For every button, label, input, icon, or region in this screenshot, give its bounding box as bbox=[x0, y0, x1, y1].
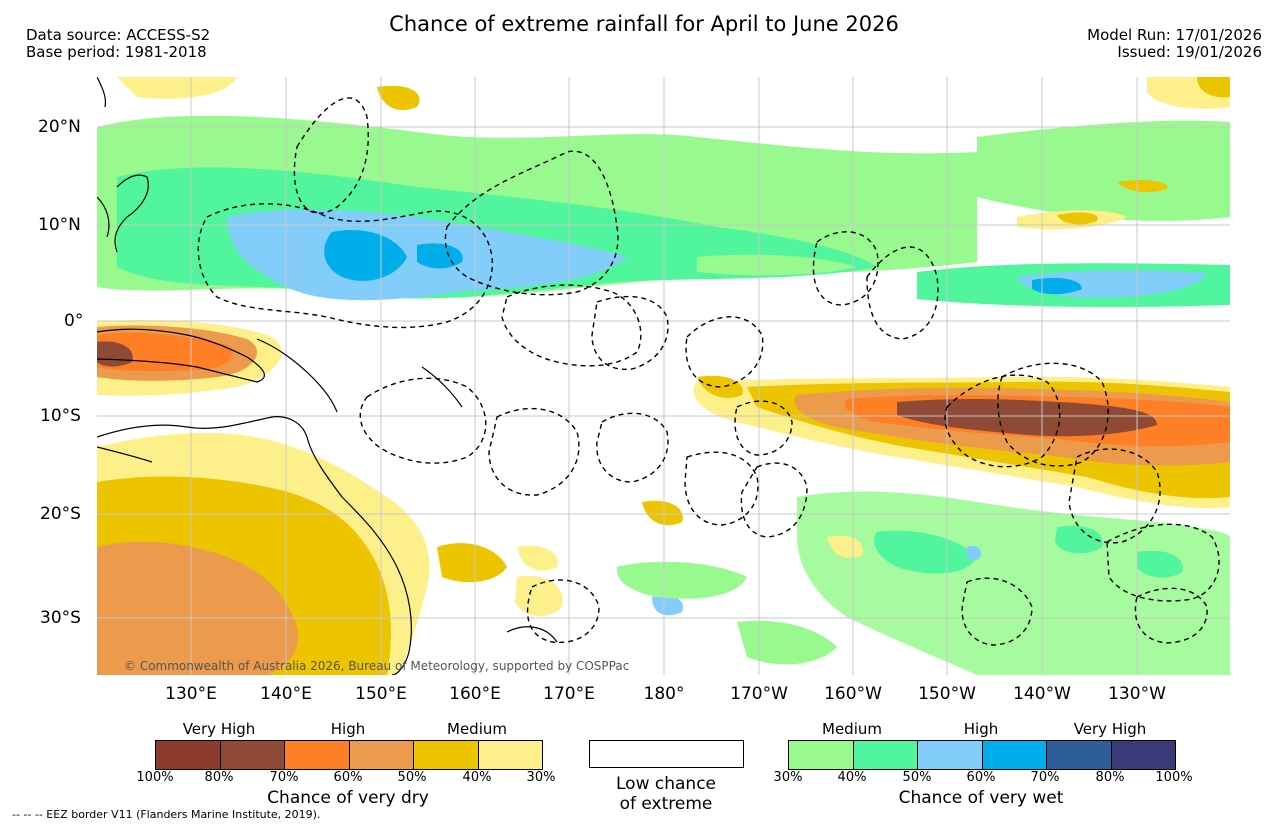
lon-label: 160°W bbox=[824, 684, 882, 704]
dry-swatch bbox=[348, 741, 413, 769]
dry-swatch bbox=[413, 741, 478, 769]
lat-label: 10°N bbox=[38, 215, 81, 235]
wet-tick: 40% bbox=[837, 770, 867, 785]
dry-category-label: Medium bbox=[447, 720, 507, 738]
map-title: Chance of extreme rainfall for April to … bbox=[389, 12, 899, 36]
lon-label: 140°W bbox=[1013, 684, 1071, 704]
source-info: Data source: ACCESS-S2 Base period: 1981… bbox=[26, 27, 210, 61]
wet-category-label: Medium bbox=[822, 720, 882, 738]
pacific-dry-patches bbox=[517, 375, 863, 571]
south-wet-patches bbox=[616, 491, 1230, 675]
australia-dry-region bbox=[97, 432, 563, 675]
wet-tick: 80% bbox=[1095, 770, 1125, 785]
wet-category-label: Very High bbox=[1073, 720, 1147, 738]
png-dry-region bbox=[97, 320, 282, 396]
wet-category-label: High bbox=[963, 720, 999, 738]
dry-tick: 70% bbox=[269, 770, 299, 785]
wet-caption: Chance of very wet bbox=[898, 788, 1064, 808]
dry-caption: Chance of very dry bbox=[267, 788, 429, 808]
low-chance-caption: Low chance of extreme bbox=[616, 774, 716, 814]
model-run: Model Run: 17/01/2026 bbox=[1087, 26, 1262, 44]
wet-swatch bbox=[789, 741, 853, 769]
lon-label: 170°E bbox=[543, 684, 595, 704]
lon-label: 160°E bbox=[449, 684, 501, 704]
dry-tick: 50% bbox=[397, 770, 427, 785]
dry-swatch bbox=[219, 741, 284, 769]
east-wet-band bbox=[697, 254, 1230, 307]
dry-tick: 30% bbox=[526, 770, 556, 785]
run-info: Model Run: 17/01/2026 Issued: 19/01/2026 bbox=[1087, 27, 1262, 61]
lon-label: 140°E bbox=[260, 684, 312, 704]
wet-tick: 70% bbox=[1030, 770, 1060, 785]
north-wet-band bbox=[97, 115, 1230, 301]
lat-label: 20°N bbox=[38, 117, 81, 137]
copyright-notice: © Commonwealth of Australia 2026, Bureau… bbox=[124, 659, 630, 673]
east-south-dry-band bbox=[693, 376, 1230, 508]
dry-tick: 60% bbox=[333, 770, 363, 785]
eez-borders bbox=[197, 97, 1220, 646]
lon-label: 170°W bbox=[730, 684, 788, 704]
lat-label: 20°S bbox=[40, 504, 81, 524]
wet-colorbar bbox=[788, 740, 1176, 770]
issued-date: Issued: 19/01/2026 bbox=[1117, 43, 1262, 61]
coastlines bbox=[97, 77, 558, 675]
dry-category-label: Very High bbox=[182, 720, 256, 738]
dry-category-label: High bbox=[330, 720, 366, 738]
wet-tick: 50% bbox=[902, 770, 932, 785]
data-source: Data source: ACCESS-S2 bbox=[26, 26, 211, 44]
wet-tick: 60% bbox=[966, 770, 996, 785]
dry-tick: 80% bbox=[204, 770, 234, 785]
lon-label: 180° bbox=[643, 684, 685, 704]
lon-label: 130°W bbox=[1108, 684, 1166, 704]
low-chance-line1: Low chance bbox=[616, 774, 716, 794]
dry-swatch bbox=[284, 741, 349, 769]
wet-swatch bbox=[981, 741, 1046, 769]
low-chance-swatch bbox=[589, 740, 744, 768]
dry-tick: 100% bbox=[136, 770, 174, 785]
map-graticule bbox=[97, 77, 1230, 675]
wet-swatch bbox=[1046, 741, 1111, 769]
rainfall-map bbox=[97, 77, 1230, 675]
lat-label: 0° bbox=[64, 311, 84, 331]
dry-swatch bbox=[156, 741, 220, 769]
dry-swatch bbox=[477, 741, 542, 769]
wet-tick: 100% bbox=[1155, 770, 1193, 785]
lon-label: 130°E bbox=[165, 684, 217, 704]
wet-tick: 30% bbox=[773, 770, 803, 785]
wet-swatch bbox=[1110, 741, 1175, 769]
low-chance-line2: of extreme bbox=[619, 794, 713, 814]
wet-swatch bbox=[917, 741, 982, 769]
lat-label: 30°S bbox=[40, 608, 81, 628]
lon-label: 150°E bbox=[355, 684, 407, 704]
dry-colorbar bbox=[155, 740, 543, 770]
eez-footnote: -- -- -- EEZ border V11 (Flanders Marine… bbox=[12, 808, 321, 821]
lon-label: 150°W bbox=[918, 684, 976, 704]
wet-swatch bbox=[852, 741, 917, 769]
dry-tick: 40% bbox=[462, 770, 492, 785]
lat-label: 10°S bbox=[40, 406, 81, 426]
base-period: Base period: 1981-2018 bbox=[26, 43, 207, 61]
